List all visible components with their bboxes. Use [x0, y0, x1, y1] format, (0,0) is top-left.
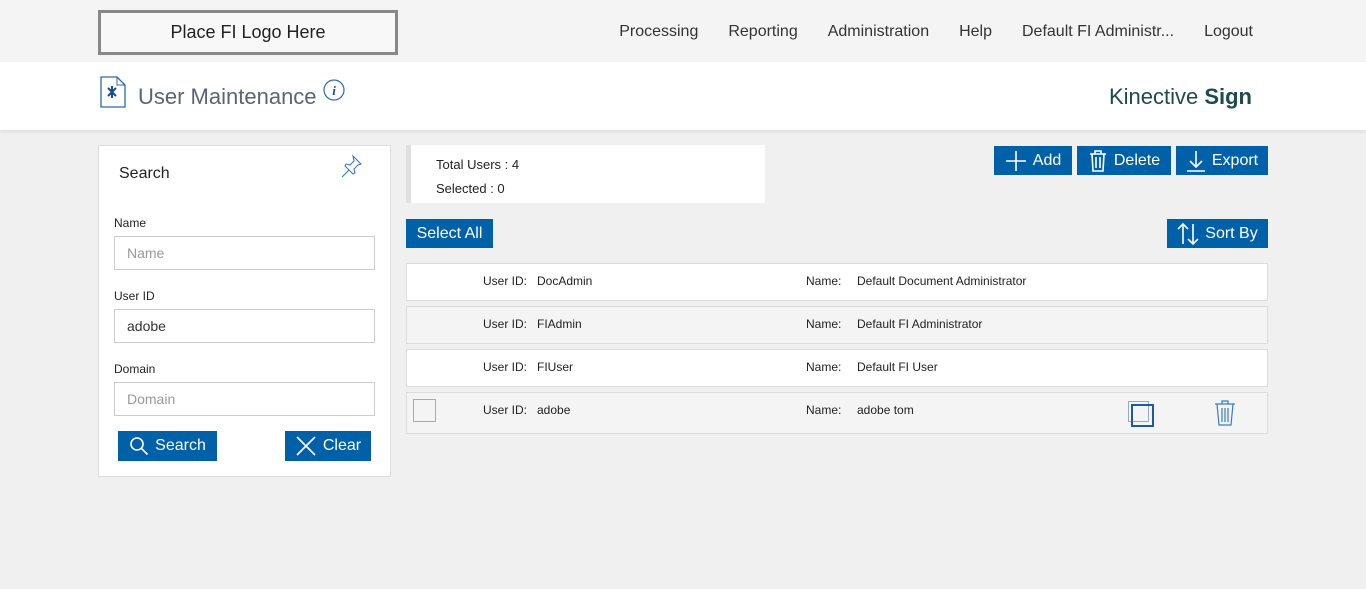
nav-logout[interactable]: Logout: [1204, 23, 1253, 40]
select-all-button[interactable]: Select All: [406, 219, 493, 248]
user-id: adobe: [537, 403, 571, 417]
info-icon[interactable]: i: [323, 79, 345, 101]
userid-label: User ID: [114, 289, 155, 303]
user-name: Default FI User: [857, 360, 938, 374]
nav-administration[interactable]: Administration: [827, 23, 930, 40]
name-label: Name: [114, 216, 147, 230]
clear-button[interactable]: Clear: [285, 431, 371, 461]
name-input[interactable]: [114, 236, 375, 270]
sort-icon: [1177, 222, 1199, 245]
user-id: FIUser: [537, 360, 573, 374]
domain-input[interactable]: [114, 382, 375, 416]
pin-icon[interactable]: [339, 154, 363, 178]
delete-row-icon[interactable]: [1214, 399, 1236, 427]
total-users: Total Users : 4: [436, 157, 520, 172]
user-row[interactable]: User ID: FIUser Name: Default FI User: [406, 349, 1268, 387]
export-button[interactable]: Export: [1176, 146, 1268, 175]
add-button[interactable]: Add: [994, 146, 1072, 175]
search-title: Search: [119, 165, 170, 182]
nav-processing[interactable]: Processing: [619, 23, 699, 40]
sort-by-button[interactable]: Sort By: [1167, 219, 1268, 248]
userid-input[interactable]: [114, 309, 375, 343]
top-bar: Place FI Logo Here Processing Reporting …: [0, 0, 1366, 62]
user-name: Default FI Administrator: [857, 317, 983, 331]
user-row[interactable]: User ID: adobe Name: adobe tom: [406, 392, 1268, 434]
nav-reporting[interactable]: Reporting: [728, 23, 798, 40]
page-title: User Maintenance: [138, 84, 317, 109]
page-header: User Maintenance i Kinective Sign: [0, 62, 1366, 130]
trash-icon: [1089, 149, 1106, 172]
svg-text:i: i: [332, 83, 336, 98]
search-icon: [130, 437, 149, 456]
download-icon: [1186, 150, 1205, 172]
nav-help[interactable]: Help: [959, 23, 992, 40]
row-checkbox[interactable]: [413, 399, 436, 422]
domain-label: Domain: [114, 362, 156, 376]
user-row[interactable]: User ID: DocAdmin Name: Default Document A…: [406, 263, 1268, 301]
close-icon: [296, 436, 316, 456]
fi-logo-placeholder: Place FI Logo Here: [98, 10, 398, 55]
search-panel: Search Name User ID Domain Search Clear: [98, 145, 391, 477]
nav-user-menu[interactable]: Default FI Administr...: [1022, 23, 1175, 40]
user-name: adobe tom: [857, 403, 914, 417]
user-row[interactable]: User ID: FIAdmin Name: Default FI Administ…: [406, 306, 1268, 344]
main-nav: Processing Reporting Administration Help…: [619, 23, 1253, 41]
search-button[interactable]: Search: [118, 431, 217, 461]
selected-count: Selected : 0: [436, 181, 505, 196]
brand-logo: Kinective Sign: [1108, 84, 1252, 109]
user-id: FIAdmin: [537, 317, 582, 331]
plus-icon: [1005, 150, 1026, 171]
copy-icon[interactable]: [1127, 400, 1155, 428]
user-maintenance-icon: [100, 76, 126, 108]
user-name: Default Document Administrator: [857, 274, 1027, 288]
delete-button[interactable]: Delete: [1077, 146, 1171, 175]
user-id: DocAdmin: [537, 274, 593, 288]
user-stats: Total Users : 4 Selected : 0: [406, 145, 765, 203]
